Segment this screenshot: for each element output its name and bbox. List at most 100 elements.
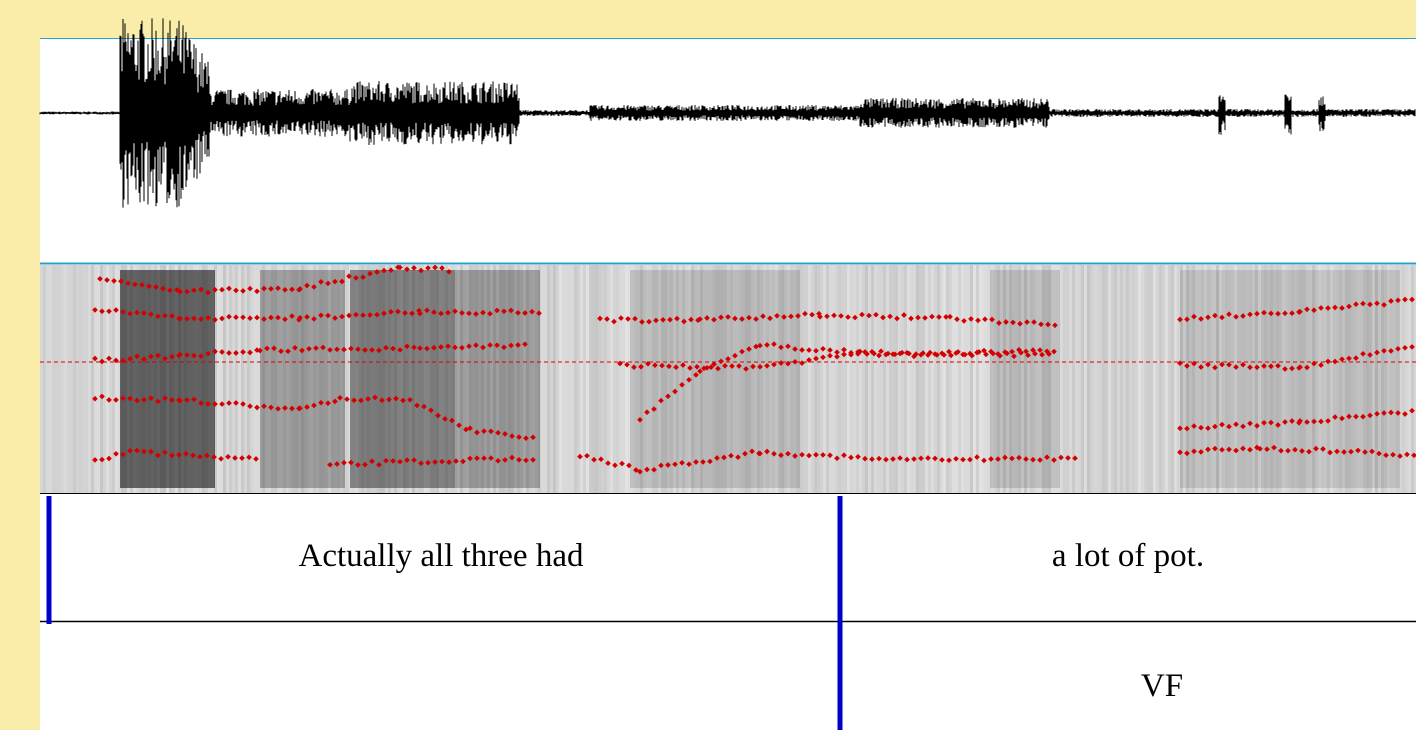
spectrogram-energy xyxy=(455,270,540,488)
spectrogram-column xyxy=(115,265,118,493)
spectrogram-column xyxy=(1090,265,1093,493)
spectrogram-column xyxy=(805,265,808,493)
spectrogram-column xyxy=(1174,265,1177,493)
spectrogram-column xyxy=(1078,265,1081,493)
interval-label[interactable]: Actually all three had xyxy=(299,538,584,574)
spectrogram-column xyxy=(826,265,829,493)
spectrogram-column xyxy=(40,265,43,493)
spectrogram-column xyxy=(61,265,64,493)
spectrogram-column xyxy=(1171,265,1174,493)
spectrogram-column xyxy=(544,265,547,493)
spectrogram-column xyxy=(604,265,607,493)
spectrogram-energy xyxy=(990,270,1060,488)
spectrogram-column xyxy=(553,265,556,493)
spectrogram xyxy=(40,264,1416,493)
spectrogram-column xyxy=(1168,265,1171,493)
spectrogram-column xyxy=(1156,265,1159,493)
spectrogram-column xyxy=(1150,265,1153,493)
spectrogram-column xyxy=(1093,265,1096,493)
spectrogram-column xyxy=(853,265,856,493)
spectrogram-column xyxy=(541,265,544,493)
spectrogram-column xyxy=(1111,265,1114,493)
spectrogram-column xyxy=(565,265,568,493)
spectrogram-column xyxy=(1081,265,1084,493)
spectrogram-column xyxy=(1126,265,1129,493)
spectrogram-column xyxy=(547,265,550,493)
spectrogram-column xyxy=(841,265,844,493)
spectrogram-column xyxy=(49,265,52,493)
spectrogram-column xyxy=(814,265,817,493)
spectrogram-column xyxy=(1129,265,1132,493)
spectrogram-column xyxy=(1096,265,1099,493)
spectrogram-column xyxy=(613,265,616,493)
spectrogram-column xyxy=(823,265,826,493)
spectrogram-column xyxy=(1153,265,1156,493)
spectrogram-column xyxy=(844,265,847,493)
spectrogram-column xyxy=(76,265,79,493)
spectrogram-column xyxy=(1132,265,1135,493)
spectrogram-column xyxy=(229,265,232,493)
page: Actually all three had a lot of pot. VF … xyxy=(0,0,1416,730)
spectrogram-column xyxy=(43,265,46,493)
spectrogram-column xyxy=(817,265,820,493)
spectrogram-column xyxy=(1162,265,1165,493)
spectrogram-column xyxy=(1087,265,1090,493)
spectrogram-column xyxy=(97,265,100,493)
spectrogram-column xyxy=(829,265,832,493)
spectrogram-column xyxy=(1120,265,1123,493)
spectrogram-column xyxy=(859,265,862,493)
spectrogram-column xyxy=(985,265,988,493)
spectrogram-column xyxy=(1114,265,1117,493)
spectrogram-column xyxy=(1177,265,1180,493)
spectrogram-column xyxy=(88,265,91,493)
spectrogram-column xyxy=(616,265,619,493)
spectrogram-column xyxy=(1102,265,1105,493)
interval-label[interactable]: a lot of pot. xyxy=(1052,538,1204,574)
spectrogram-column xyxy=(1117,265,1120,493)
spectrogram-column xyxy=(1159,265,1162,493)
spectrogram-column xyxy=(1123,265,1126,493)
spectrogram-column xyxy=(832,265,835,493)
spectrogram-column xyxy=(571,265,574,493)
spectrogram-column xyxy=(1084,265,1087,493)
spectrogram-column xyxy=(619,265,622,493)
spectrogram-column xyxy=(583,265,586,493)
spectrogram-column xyxy=(622,265,625,493)
spectrogram-column xyxy=(250,265,253,493)
spectrogram-column xyxy=(1147,265,1150,493)
spectrogram-column xyxy=(574,265,577,493)
spectrogram-column xyxy=(1108,265,1111,493)
spectrogram-column xyxy=(607,265,610,493)
spectrogram-column xyxy=(820,265,823,493)
spectrogram-column xyxy=(73,265,76,493)
spectrogram-column xyxy=(70,265,73,493)
spectrogram-column xyxy=(67,265,70,493)
spectrogram-column xyxy=(556,265,559,493)
spectrogram-column xyxy=(568,265,571,493)
spectrogram-column xyxy=(64,265,67,493)
interval-label[interactable]: VF xyxy=(1141,668,1183,704)
spectrogram-column xyxy=(610,265,613,493)
spectrogram-column xyxy=(55,265,58,493)
spectrogram-column xyxy=(58,265,61,493)
spectrogram-energy xyxy=(260,270,345,488)
spectrogram-column xyxy=(244,265,247,493)
spectrogram-column xyxy=(1063,265,1066,493)
spectrogram-column xyxy=(85,265,88,493)
spectrogram-column xyxy=(82,265,85,493)
spectrogram-column xyxy=(589,265,592,493)
spectrogram-column xyxy=(79,265,82,493)
spectrogram-column xyxy=(802,265,805,493)
spectrogram-column xyxy=(1141,265,1144,493)
spectrogram-column xyxy=(1105,265,1108,493)
spectrogram-column xyxy=(811,265,814,493)
spectrogram-energy xyxy=(350,270,455,488)
spectrogram-column xyxy=(46,265,49,493)
spectrogram-column xyxy=(562,265,565,493)
sound-editor: Actually all three had a lot of pot. VF xyxy=(0,0,1416,730)
spectrogram-column xyxy=(1165,265,1168,493)
spectrogram-column xyxy=(346,265,349,493)
spectrogram-column xyxy=(937,265,940,493)
spectrogram-column xyxy=(550,265,553,493)
spectrogram-column xyxy=(112,265,115,493)
